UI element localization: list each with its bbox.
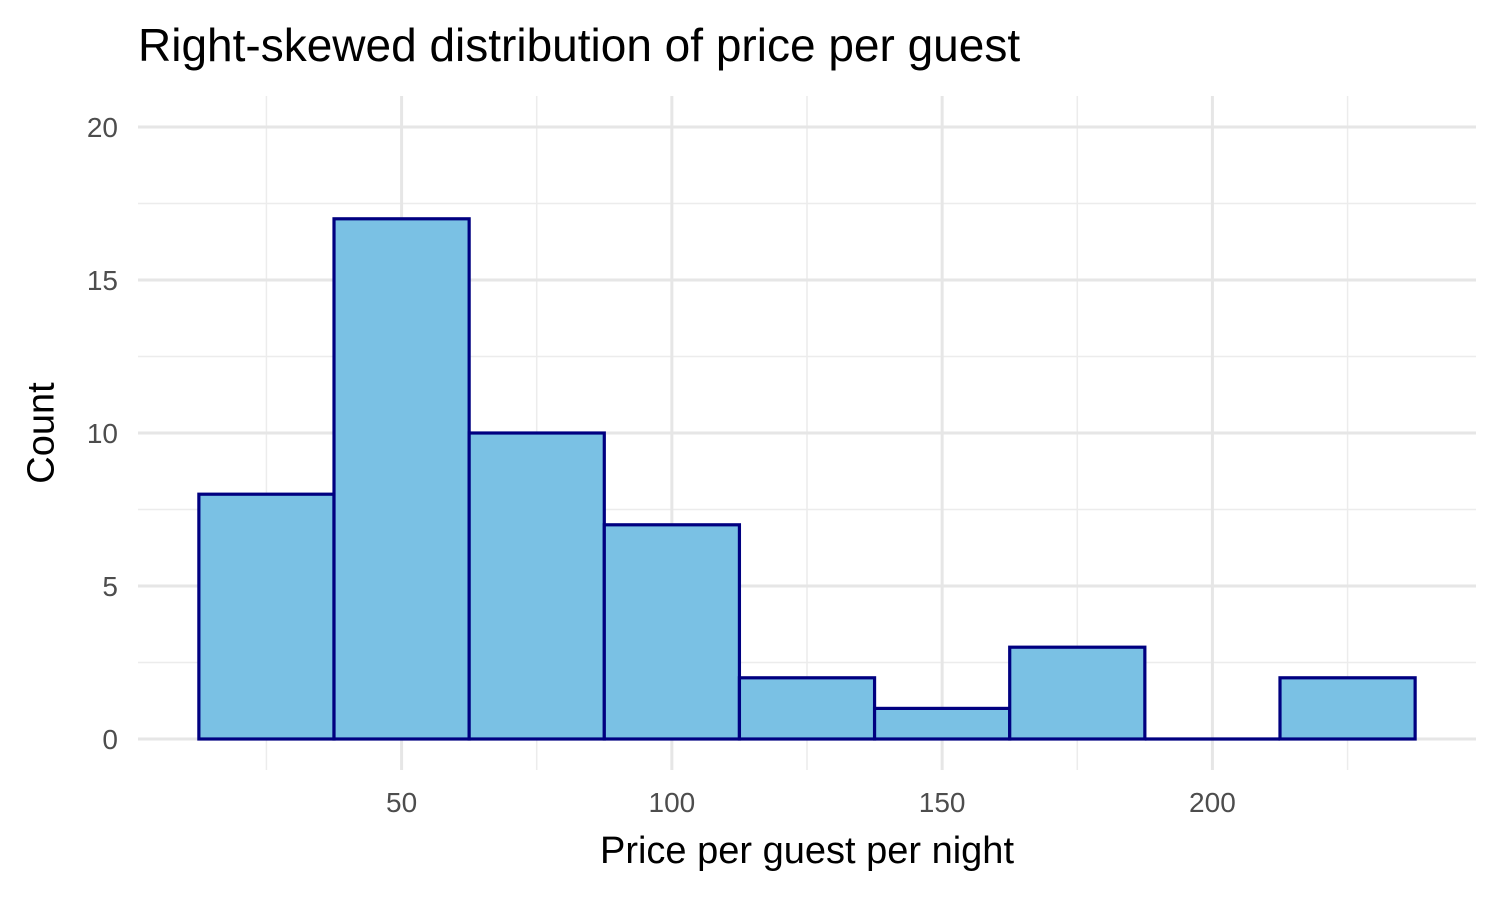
y-tick-label: 10 — [87, 418, 118, 449]
x-tick-label: 50 — [386, 787, 417, 818]
histogram-bar — [1278, 676, 1417, 741]
y-tick-label: 15 — [87, 265, 118, 296]
histogram-bar — [872, 706, 1012, 741]
histogram-bar — [1008, 645, 1147, 741]
y-tick-label: 20 — [87, 112, 118, 143]
histogram-bar — [197, 492, 336, 741]
histogram-bar — [332, 217, 471, 741]
y-tick-label: 0 — [102, 724, 118, 755]
x-tick-label: 150 — [919, 787, 966, 818]
x-tick-label: 200 — [1189, 787, 1236, 818]
x-tick-label: 100 — [649, 787, 696, 818]
histogram-bar — [602, 523, 742, 741]
y-tick-label: 5 — [102, 571, 118, 602]
x-axis-label: Price per guest per night — [599, 830, 1015, 872]
ticks-layer: 0 5 10 15 20 50 100 150 200 — [87, 112, 1236, 818]
bars-layer — [197, 217, 1417, 741]
chart-title: Right-skewed distribution of price per g… — [138, 19, 1021, 71]
histogram-bar — [467, 431, 606, 741]
histogram-bar — [737, 676, 877, 741]
